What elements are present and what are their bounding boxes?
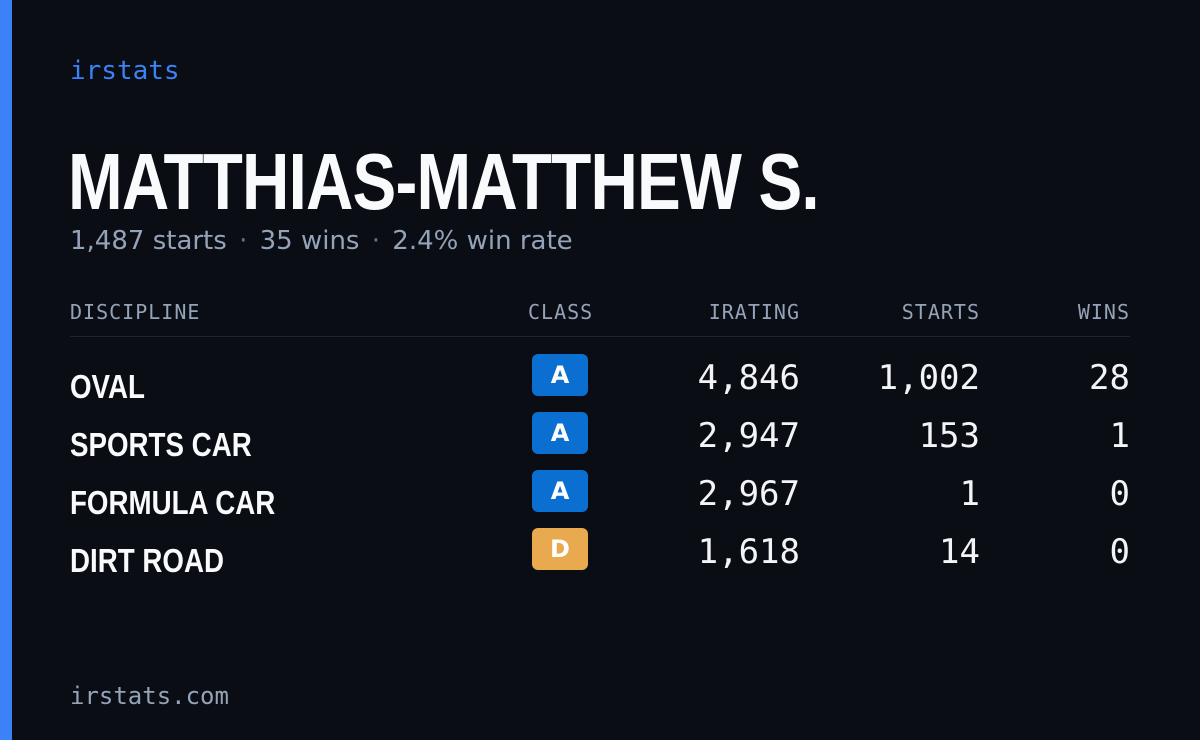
table-row: OVAL A 4,846 1,002 28 [70, 354, 1130, 412]
table-row: SPORTS CAR A 2,947 153 1 [70, 412, 1130, 470]
discipline-name: SPORTS CAR [70, 426, 252, 463]
discipline-name: OVAL [70, 368, 145, 405]
starts-value: 1 [959, 474, 980, 514]
win-rate-summary: 2.4% win rate [392, 226, 573, 256]
driver-summary: 1,487 starts · 35 wins · 2.4% win rate [70, 226, 573, 256]
header-class: CLASS [528, 300, 594, 324]
starts-value: 1,002 [877, 358, 980, 398]
class-badge: A [532, 470, 588, 512]
class-badge: A [532, 412, 588, 454]
accent-bar [0, 0, 12, 740]
irating-value: 2,967 [697, 474, 800, 514]
wins-value: 0 [1109, 532, 1130, 572]
class-badge: D [532, 528, 588, 570]
brand-logo[interactable]: irstats [70, 56, 180, 86]
irating-value: 1,618 [697, 532, 800, 572]
wins-value: 28 [1089, 358, 1130, 398]
driver-name: MATTHIAS-MATTHEW S. [68, 137, 820, 226]
header-discipline: DISCIPLINE [70, 300, 201, 324]
table-row: DIRT ROAD D 1,618 14 0 [70, 528, 1130, 586]
header-wins: WINS [1077, 300, 1130, 324]
stats-table: DISCIPLINE CLASS IRATING STARTS WINS OVA… [70, 296, 1130, 586]
discipline-name: FORMULA CAR [70, 484, 276, 521]
starts-summary: 1,487 starts [70, 226, 227, 256]
wins-summary: 35 wins [259, 226, 360, 256]
footer-url[interactable]: irstats.com [70, 682, 229, 710]
class-badge: A [532, 354, 588, 396]
table-body: OVAL A 4,846 1,002 28 SPORTS CAR A 2,947… [70, 354, 1130, 586]
irating-value: 4,846 [697, 358, 800, 398]
separator: · [239, 226, 248, 256]
table-row: FORMULA CAR A 2,967 1 0 [70, 470, 1130, 528]
wins-value: 0 [1109, 474, 1130, 514]
table-header: DISCIPLINE CLASS IRATING STARTS WINS [70, 296, 1130, 337]
wins-value: 1 [1109, 416, 1130, 456]
discipline-name: DIRT ROAD [70, 542, 224, 579]
header-irating: IRATING [708, 300, 800, 324]
header-starts: STARTS [901, 300, 980, 324]
starts-value: 14 [939, 532, 980, 572]
irating-value: 2,947 [697, 416, 800, 456]
separator: · [371, 226, 381, 256]
starts-value: 153 [918, 416, 980, 456]
